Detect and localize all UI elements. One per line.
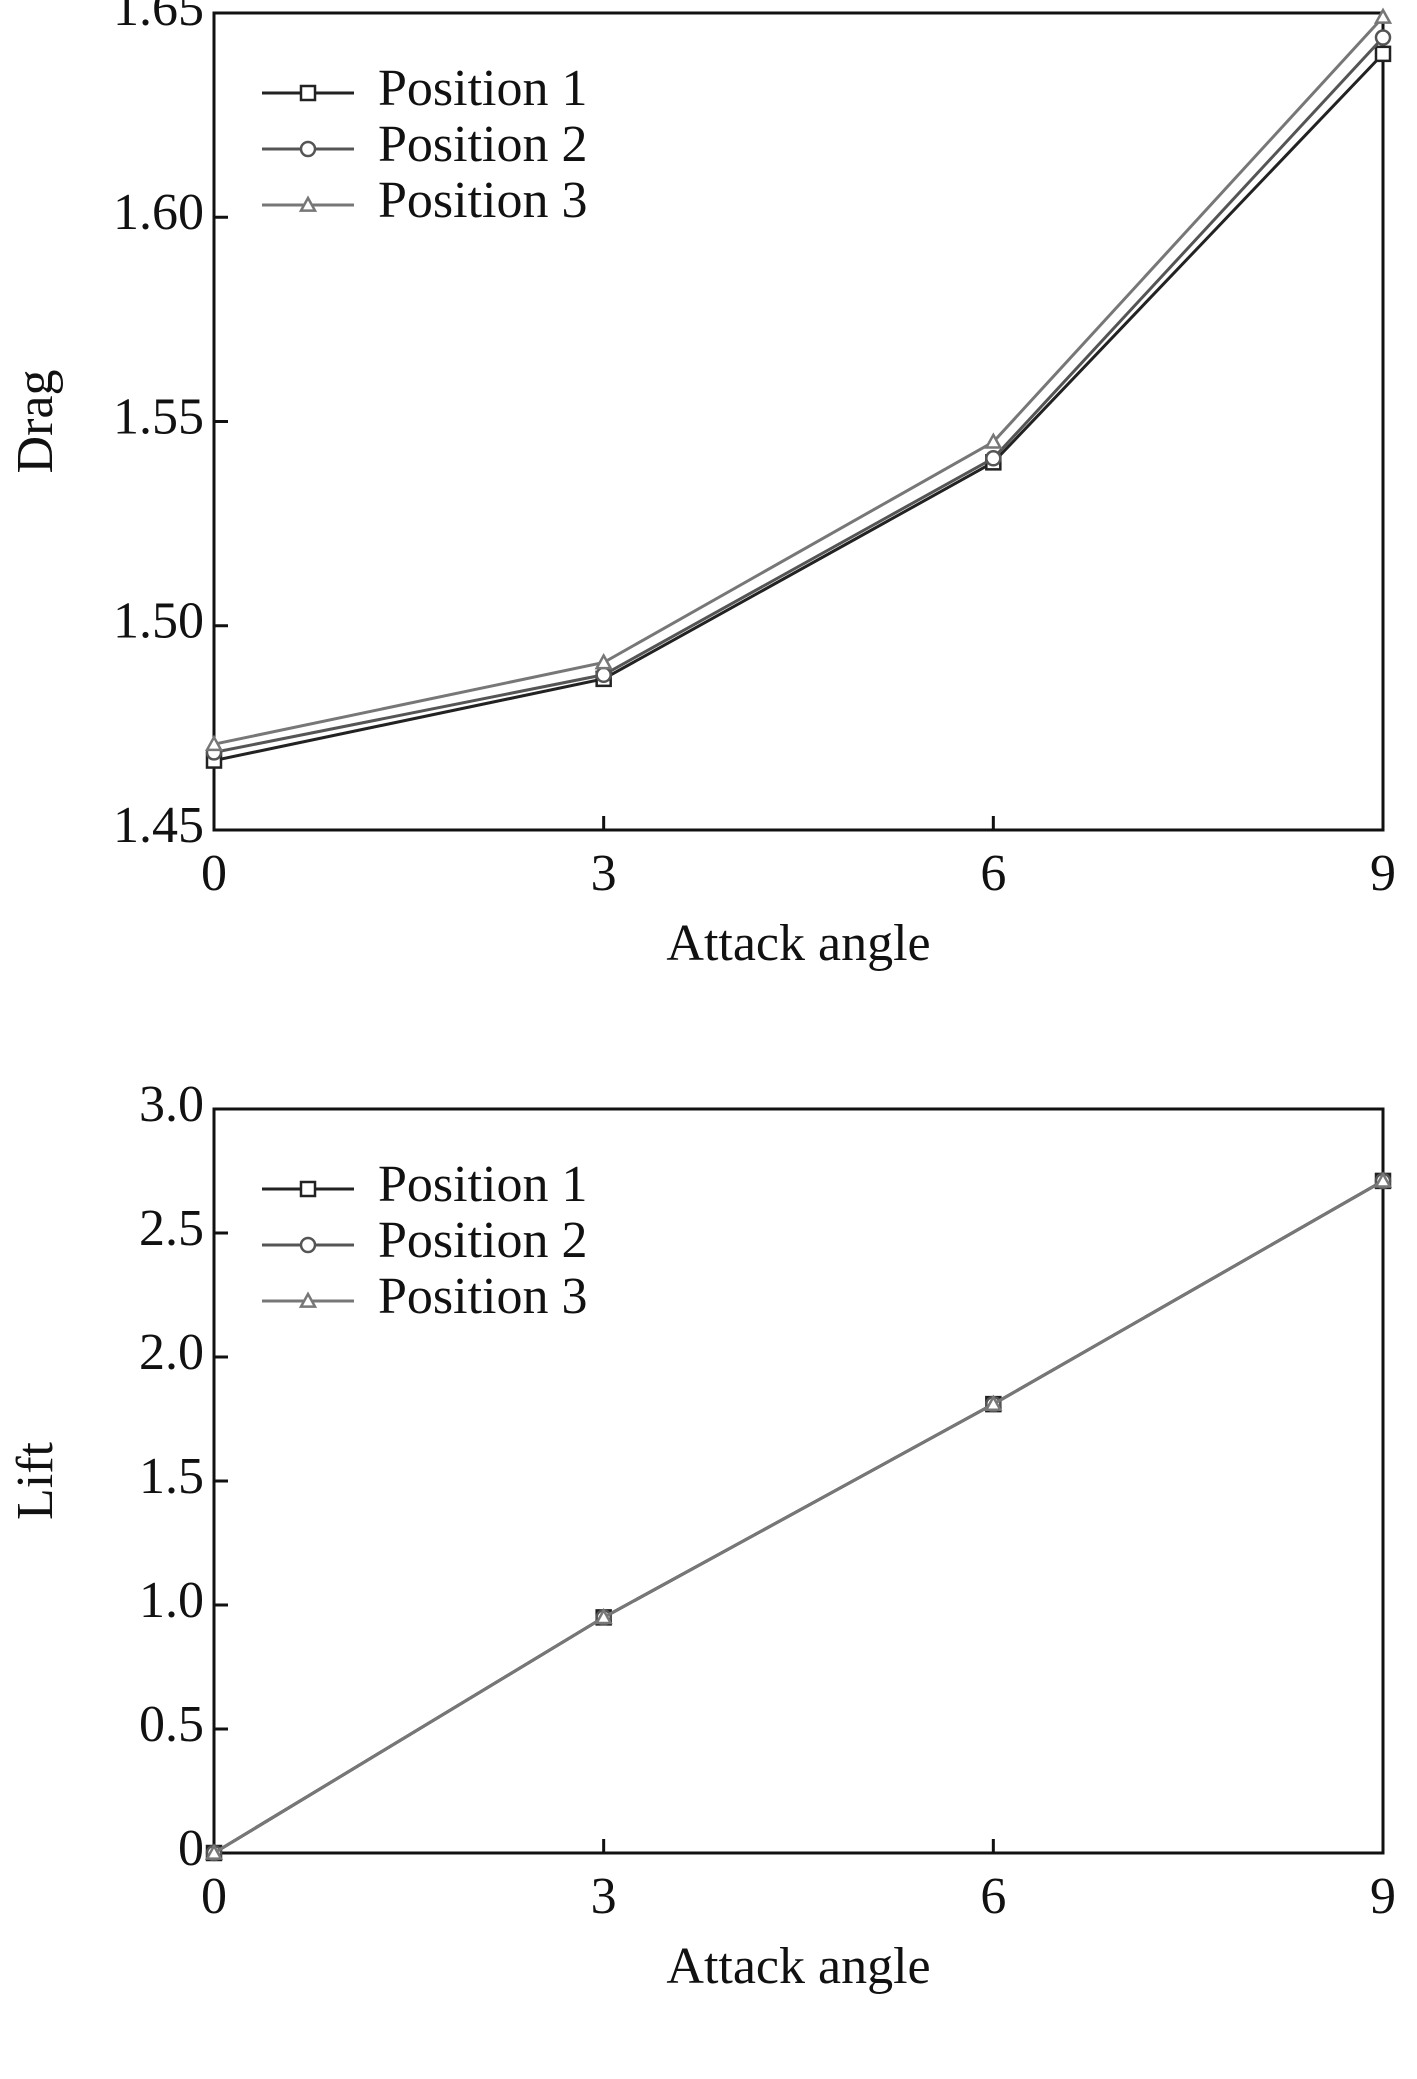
x-tick-label: 3 xyxy=(591,845,617,902)
data-point xyxy=(595,666,612,684)
x-tick-label: 3 xyxy=(591,1868,617,1925)
y-tick-label: 1.60 xyxy=(113,184,204,241)
y-axis-label: Drag xyxy=(7,370,64,474)
data-point xyxy=(594,652,613,670)
legend-marker xyxy=(299,1236,317,1254)
x-axis-label: Attack angle xyxy=(666,1938,930,1995)
y-tick-label: 2.0 xyxy=(139,1324,204,1381)
data-point xyxy=(1373,1171,1393,1188)
x-tick-label: 0 xyxy=(201,1868,227,1925)
y-tick-label: 1.0 xyxy=(139,1572,204,1629)
y-tick-label: 3.0 xyxy=(139,1076,204,1133)
data-point xyxy=(1374,45,1392,63)
y-tick-label: 1.50 xyxy=(113,593,204,650)
x-tick-label: 6 xyxy=(980,845,1006,902)
legend-label: Position 3 xyxy=(378,172,588,229)
data-point xyxy=(594,1607,613,1625)
data-line xyxy=(213,16,1385,746)
legend-marker xyxy=(299,84,317,102)
y-tick-label: 2.5 xyxy=(139,1200,204,1257)
data-point xyxy=(984,432,1003,449)
legend-marker xyxy=(299,140,317,158)
legend-label: Position 1 xyxy=(378,60,588,117)
legend-label: Position 2 xyxy=(378,1212,588,1269)
y-tick-label: 1.45 xyxy=(113,797,204,854)
data-line xyxy=(213,52,1385,763)
x-tick-label: 0 xyxy=(201,845,227,902)
legend-label: Position 3 xyxy=(378,1268,588,1325)
x-axis-label: Attack angle xyxy=(666,915,930,972)
legend-marker xyxy=(298,1291,318,1308)
y-tick-label: 0.5 xyxy=(139,1696,204,1753)
y-axis-label: Lift xyxy=(7,1441,64,1520)
x-tick-label: 9 xyxy=(1370,845,1396,902)
data-line xyxy=(213,1179,1384,1855)
legend-marker xyxy=(298,195,318,212)
y-tick-label: 1.55 xyxy=(113,388,204,445)
data-point xyxy=(1373,7,1393,24)
data-point xyxy=(985,450,1002,467)
data-point xyxy=(984,1394,1003,1411)
data-point xyxy=(204,734,224,752)
legend-label: Position 1 xyxy=(378,1156,588,1213)
data-point xyxy=(1374,29,1392,46)
legend-label: Position 2 xyxy=(378,116,588,173)
legend-marker xyxy=(299,1180,317,1198)
y-tick-label: 1.5 xyxy=(139,1448,204,1505)
x-tick-label: 9 xyxy=(1370,1868,1396,1925)
y-tick-label: 1.65 xyxy=(113,0,204,37)
data-point xyxy=(204,1843,224,1860)
y-tick-label: 0 xyxy=(178,1820,204,1877)
data-line xyxy=(213,36,1385,754)
x-tick-label: 6 xyxy=(980,1868,1006,1925)
